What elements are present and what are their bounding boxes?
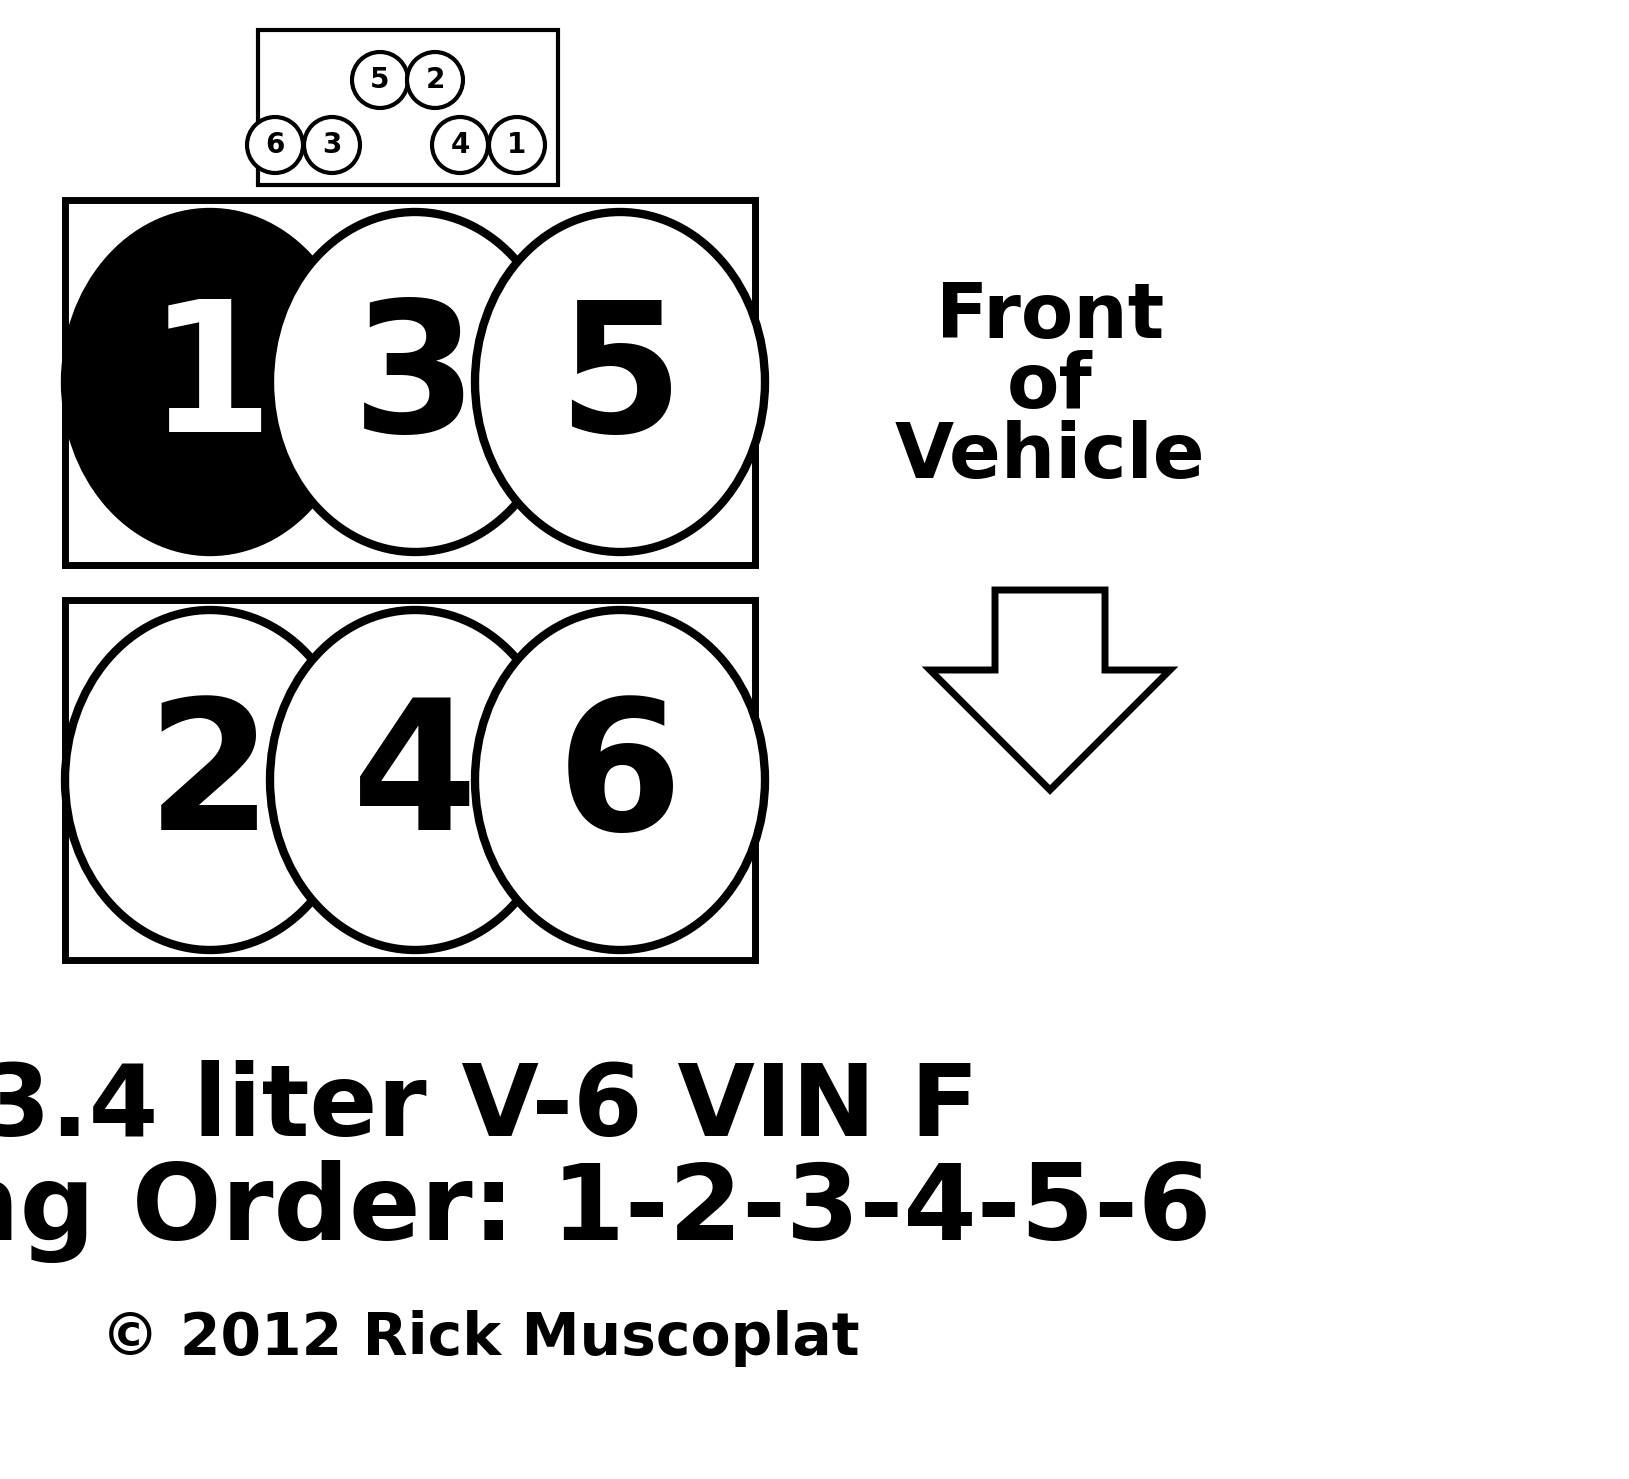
Bar <box>65 600 754 960</box>
Text: Vehicle: Vehicle <box>894 420 1205 494</box>
Text: Front: Front <box>937 280 1165 353</box>
Text: 3.4 liter V-6 VIN F: 3.4 liter V-6 VIN F <box>0 1060 979 1157</box>
Ellipse shape <box>65 211 355 552</box>
Circle shape <box>352 52 407 108</box>
Text: of: of <box>1007 351 1093 424</box>
Text: 6: 6 <box>266 132 285 160</box>
Ellipse shape <box>476 211 766 552</box>
Bar <box>65 200 754 565</box>
Text: 4: 4 <box>450 132 469 160</box>
Circle shape <box>489 117 546 173</box>
Text: 2: 2 <box>147 692 272 868</box>
Text: 6: 6 <box>557 692 683 868</box>
Text: 5: 5 <box>557 294 683 470</box>
Ellipse shape <box>476 609 766 950</box>
Text: 3: 3 <box>323 132 342 160</box>
Text: Firing Order: 1-2-3-4-5-6: Firing Order: 1-2-3-4-5-6 <box>0 1160 1212 1263</box>
Text: 1: 1 <box>147 294 272 470</box>
Circle shape <box>248 117 303 173</box>
Text: 2: 2 <box>425 67 445 95</box>
Circle shape <box>407 52 463 108</box>
Ellipse shape <box>65 609 355 950</box>
Polygon shape <box>930 590 1170 790</box>
Text: 5: 5 <box>370 67 389 95</box>
Text: 4: 4 <box>352 692 477 868</box>
Text: 1: 1 <box>507 132 526 160</box>
Text: © 2012 Rick Muscoplat: © 2012 Rick Muscoplat <box>101 1310 860 1367</box>
Circle shape <box>305 117 360 173</box>
Text: 3: 3 <box>352 294 477 470</box>
Ellipse shape <box>270 609 560 950</box>
Ellipse shape <box>270 211 560 552</box>
Circle shape <box>432 117 489 173</box>
Bar <box>257 30 559 185</box>
